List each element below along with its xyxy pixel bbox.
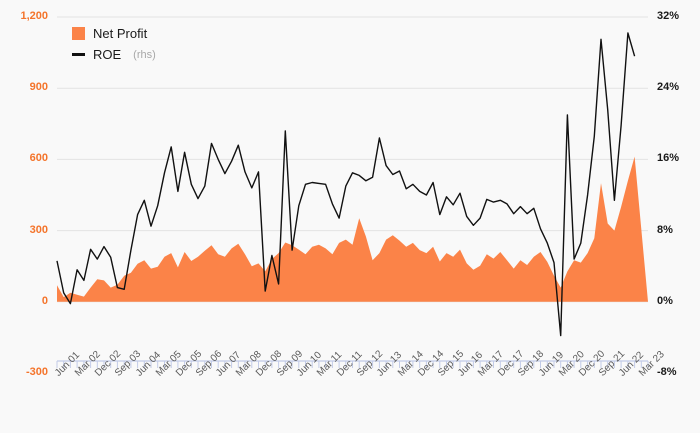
y-axis-right-tick: 16% [657, 152, 680, 165]
roe-line-icon [72, 53, 85, 56]
y-axis-right-tick: 0% [657, 294, 673, 307]
net-profit-swatch-icon [72, 27, 85, 40]
y-axis-right-tick: 24% [657, 81, 680, 94]
y-axis-left-tick: 0 [41, 294, 48, 307]
y-axis-left-tick: -300 [25, 366, 48, 378]
y-axis-right-tick: 32% [657, 10, 680, 22]
y-axis-left-tick: 600 [29, 152, 48, 165]
legend-label-roe: ROE [93, 47, 122, 62]
y-axis-right-tick: 8% [657, 223, 673, 236]
net-profit-area [57, 156, 648, 302]
legend-item-roe[interactable]: ROE (rhs) [72, 47, 156, 62]
y-axis-right-tick: -8% [657, 366, 677, 378]
chart-legend: Net Profit ROE (rhs) [72, 26, 156, 62]
y-axis-left-tick: 300 [29, 223, 48, 236]
legend-label-net-profit: Net Profit [93, 26, 148, 41]
legend-sublabel-roe: (rhs) [133, 48, 156, 61]
y-axis-left-tick: 1,200 [20, 10, 48, 22]
roe-line [56, 32, 636, 337]
legend-item-net-profit[interactable]: Net Profit [72, 26, 156, 41]
y-axis-left-tick: 900 [29, 81, 48, 94]
